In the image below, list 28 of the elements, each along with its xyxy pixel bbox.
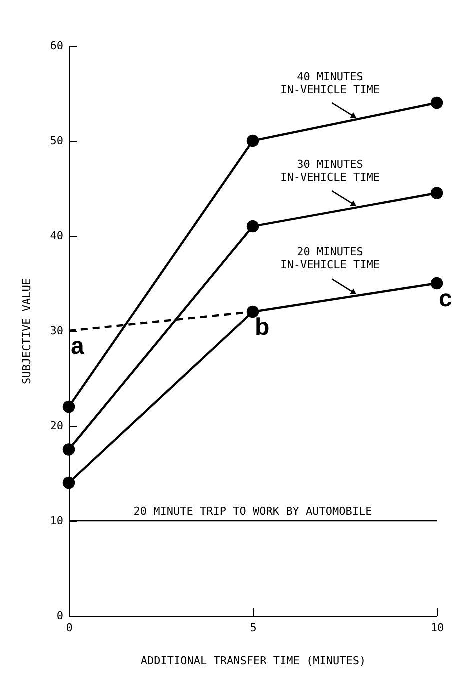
x-tick-label: 10 bbox=[430, 622, 444, 634]
annotation: a bbox=[71, 333, 85, 360]
series-label: 30 MINUTES IN-VEHICLE TIME bbox=[280, 158, 380, 184]
y-axis-title: SUBJECTIVE VALUE bbox=[20, 278, 34, 384]
y-tick-label: 40 bbox=[50, 230, 64, 242]
y-tick-label: 60 bbox=[50, 40, 64, 52]
point bbox=[430, 277, 444, 290]
x-tick-label: 5 bbox=[250, 622, 257, 634]
point bbox=[246, 134, 260, 148]
point bbox=[246, 306, 260, 318]
annotation: b bbox=[255, 314, 270, 341]
y-tick-label: 30 bbox=[50, 324, 64, 338]
series-label: 20 MINUTES IN-VEHICLE TIME bbox=[280, 245, 380, 272]
point bbox=[430, 96, 444, 110]
y-tick-label: 0 bbox=[56, 610, 64, 622]
x-tick-label: 0 bbox=[66, 622, 73, 634]
ref-line-label: 20 MINUTE TRIP TO WORK BY AUTOMOBILE bbox=[134, 505, 372, 518]
point bbox=[62, 476, 76, 490]
series-label: 40 MINUTES IN-VEHICLE TIME bbox=[280, 70, 380, 96]
y-tick-label: 20 bbox=[50, 420, 64, 432]
point bbox=[62, 444, 76, 456]
point bbox=[246, 220, 260, 233]
y-tick-label: 50 bbox=[50, 134, 64, 148]
point bbox=[430, 187, 444, 200]
x-axis-title: ADDITIONAL TRANSFER TIME (MINUTES) bbox=[140, 654, 366, 668]
point bbox=[62, 400, 76, 414]
y-tick-label: 10 bbox=[50, 514, 64, 528]
annotation: c bbox=[439, 286, 452, 312]
